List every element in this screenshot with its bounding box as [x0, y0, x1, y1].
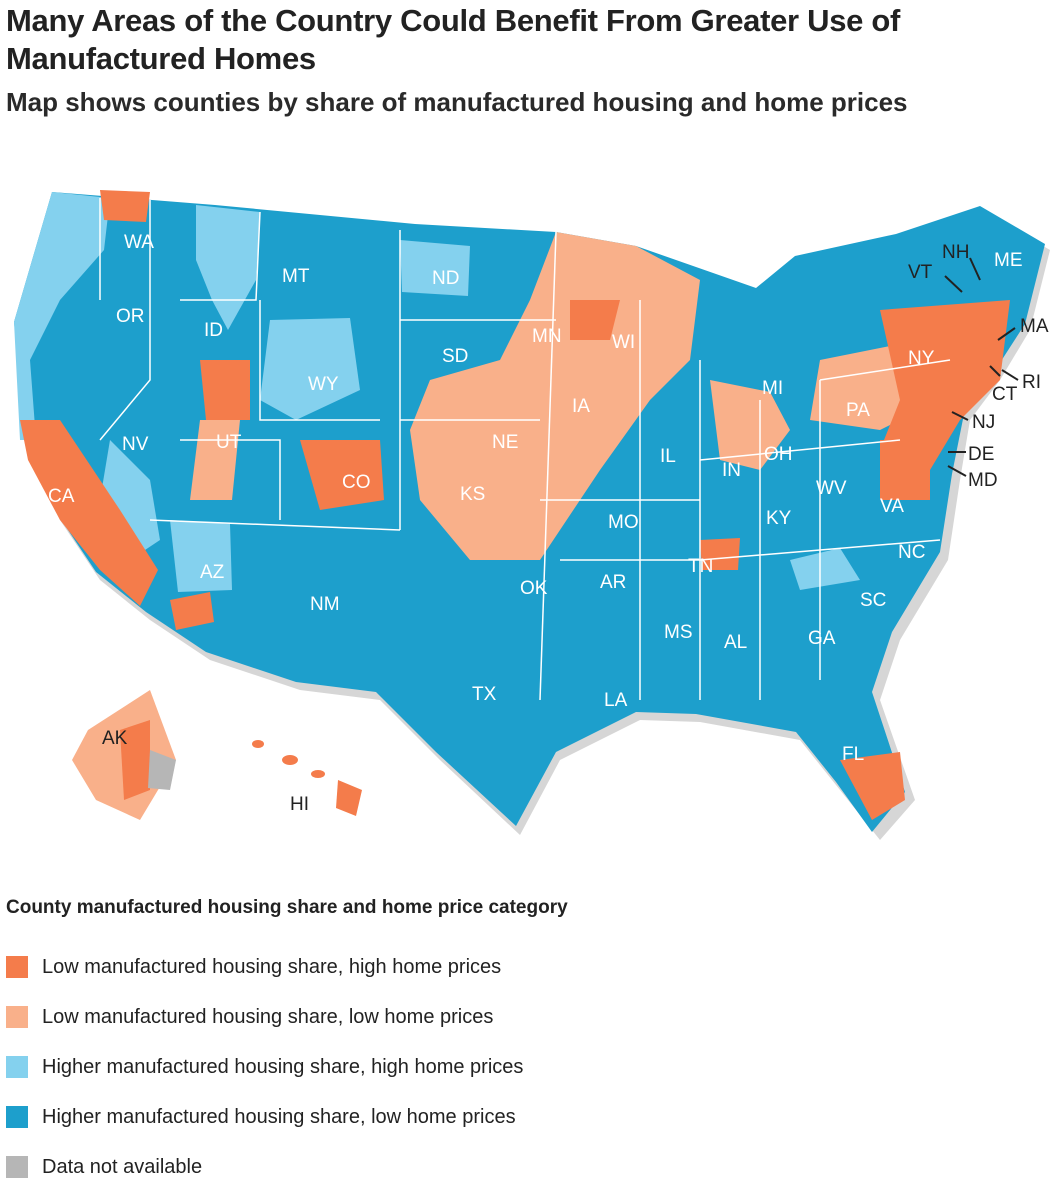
legend-item: Data not available [6, 1142, 568, 1192]
state-label-in: IN [722, 460, 741, 481]
state-label-nv: NV [122, 434, 149, 455]
leader-lines [944, 257, 1019, 477]
state-label-ne: NE [492, 432, 518, 453]
state-label-vt: VT [908, 262, 933, 283]
legend-item: Low manufactured housing share, low home… [6, 992, 568, 1042]
region-low-share-high-price [20, 190, 1010, 820]
state-label-nc: NC [898, 542, 925, 563]
state-labels: WA OR CA NV ID MT WY UT AZ CO NM ND SD N… [48, 232, 1049, 815]
state-label-oh: OH [764, 444, 793, 465]
state-label-or: OR [116, 306, 145, 327]
state-label-la: LA [604, 690, 628, 711]
legend-label: Higher manufactured housing share, high … [42, 1055, 524, 1078]
state-label-mi: MI [762, 378, 783, 399]
state-label-pa: PA [846, 400, 870, 421]
state-label-ri: RI [1022, 372, 1041, 393]
page-title: Many Areas of the Country Could Benefit … [6, 3, 901, 76]
state-label-ca: CA [48, 486, 75, 507]
state-label-ny: NY [908, 348, 935, 369]
page-subtitle: Map shows counties by share of manufactu… [6, 87, 908, 117]
state-label-de: DE [968, 444, 994, 465]
state-label-ar: AR [600, 572, 626, 593]
state-label-co: CO [342, 472, 371, 493]
state-label-mn: MN [532, 326, 562, 347]
legend-label: Low manufactured housing share, high hom… [42, 955, 502, 978]
state-label-wy: WY [308, 374, 339, 395]
state-label-mt: MT [282, 266, 310, 287]
state-label-ct: CT [992, 384, 1018, 405]
state-label-sd: SD [442, 346, 468, 367]
state-label-me: ME [994, 250, 1023, 271]
legend-swatch [6, 1156, 28, 1178]
legend-swatch [6, 956, 28, 978]
legend-swatch [6, 1056, 28, 1078]
legend-label: Low manufactured housing share, low home… [42, 1005, 494, 1028]
legend-item: Higher manufactured housing share, low h… [6, 1092, 568, 1142]
legend-swatch [6, 1006, 28, 1028]
legend-item: Higher manufactured housing share, high … [6, 1042, 568, 1092]
state-label-sc: SC [860, 590, 886, 611]
state-borders [99, 198, 951, 701]
state-label-nj: NJ [972, 412, 995, 433]
state-label-ok: OK [520, 578, 548, 599]
state-label-ks: KS [460, 484, 485, 505]
state-label-ga: GA [808, 628, 836, 649]
state-label-wa: WA [124, 232, 154, 253]
state-label-ak: AK [102, 728, 128, 749]
state-label-tn: TN [688, 556, 713, 577]
state-label-nh: NH [942, 242, 969, 263]
legend: County manufactured housing share and ho… [6, 896, 568, 1192]
state-label-wv: WV [816, 478, 847, 499]
state-label-hi: HI [290, 794, 309, 815]
us-county-map: WA OR CA NV ID MT WY UT AZ CO NM ND SD N… [14, 190, 1050, 840]
legend-title: County manufactured housing share and ho… [6, 897, 568, 918]
state-label-va: VA [880, 496, 904, 517]
state-label-ky: KY [766, 508, 792, 529]
state-label-ma: MA [1020, 316, 1049, 337]
legend-label: Data not available [42, 1155, 203, 1178]
region-data-not-available [148, 750, 176, 790]
legend-label: Higher manufactured housing share, low h… [42, 1105, 516, 1128]
legend-swatch [6, 1106, 28, 1128]
state-label-ut: UT [216, 432, 242, 453]
state-label-il: IL [660, 446, 676, 467]
state-label-mo: MO [608, 512, 639, 533]
state-label-az: AZ [200, 562, 225, 583]
state-label-ia: IA [572, 396, 590, 417]
state-label-wi: WI [612, 332, 635, 353]
state-label-nd: ND [432, 268, 459, 289]
state-label-fl: FL [842, 744, 864, 765]
state-label-al: AL [724, 632, 747, 653]
state-label-md: MD [968, 470, 998, 491]
hawaii-islands [252, 740, 362, 816]
region-higher-share-high-price [14, 192, 860, 592]
state-label-id: ID [204, 320, 223, 341]
legend-item: Low manufactured housing share, high hom… [6, 942, 568, 992]
state-label-ms: MS [664, 622, 693, 643]
state-label-tx: TX [472, 684, 497, 705]
state-label-nm: NM [310, 594, 340, 615]
